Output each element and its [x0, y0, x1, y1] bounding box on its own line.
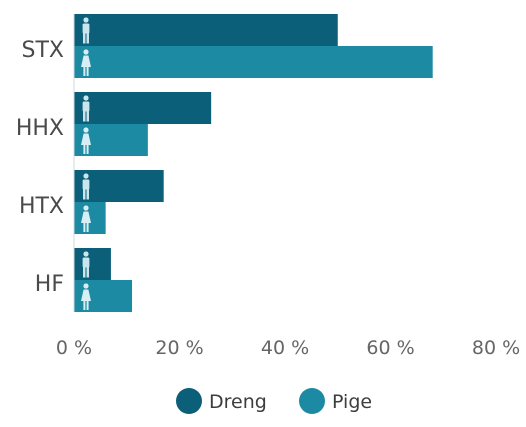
female-icon	[81, 283, 91, 310]
x-axis-labels: 0 % 20 % 40 % 60 % 80 %	[56, 337, 520, 359]
female-icon	[81, 205, 91, 232]
x-tick-label: 40 %	[261, 337, 309, 359]
x-tick-label: 60 %	[366, 337, 414, 359]
y-tick-label: HTX	[19, 194, 64, 219]
legend-label-dreng: Dreng	[209, 391, 267, 413]
y-tick-label: HF	[35, 272, 64, 297]
male-icon	[82, 95, 90, 122]
legend: Dreng Pige	[176, 388, 372, 414]
x-tick-label: 80 %	[472, 337, 520, 359]
legend-swatch-dreng	[176, 388, 202, 414]
bar-hf-dreng	[74, 248, 111, 280]
icons-layer	[81, 17, 91, 310]
male-icon	[82, 17, 90, 44]
x-tick-label: 0 %	[56, 337, 92, 359]
bars-layer	[74, 14, 433, 312]
bar-hhx-dreng	[74, 92, 212, 124]
legend-label-pige: Pige	[332, 391, 372, 413]
female-icon	[81, 49, 91, 76]
male-icon	[82, 173, 90, 200]
y-tick-label: HHX	[16, 116, 64, 141]
x-tick-label: 20 %	[155, 337, 203, 359]
bar-stx-dreng	[74, 14, 338, 46]
legend-swatch-pige	[299, 388, 325, 414]
male-icon	[82, 251, 90, 278]
y-tick-label: STX	[22, 38, 64, 63]
y-axis-labels: STX HHX HTX HF	[16, 38, 64, 297]
female-icon	[81, 127, 91, 154]
bar-stx-pige	[74, 46, 433, 78]
